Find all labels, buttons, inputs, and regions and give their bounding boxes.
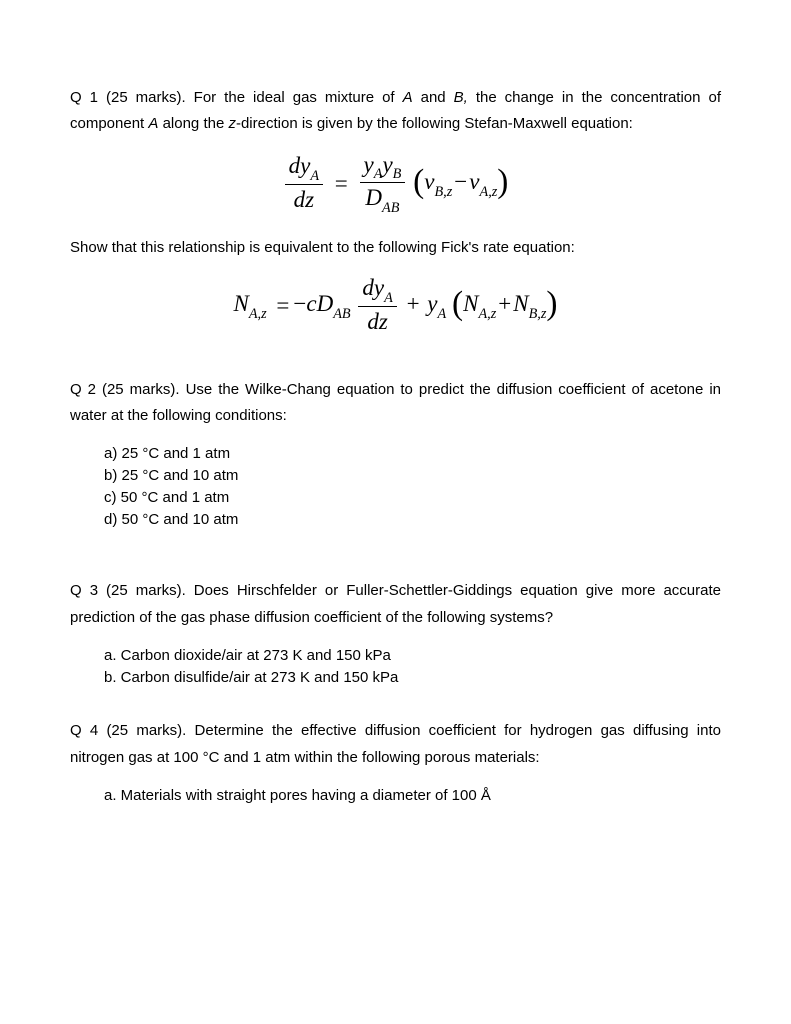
q1-mid-text: Show that this relationship is equivalen… bbox=[70, 235, 721, 261]
q3-intro: Q 3 (25 marks). Does Hirschfelder or Ful… bbox=[70, 578, 721, 631]
question-3: Q 3 (25 marks). Does Hirschfelder or Ful… bbox=[70, 578, 721, 688]
q1-equation-2: NA,z =−cDAB dyA dz + yA (NA,z+NB,z) bbox=[70, 275, 721, 337]
q4-list: a. Materials with straight pores having … bbox=[104, 785, 721, 807]
list-item: a. Carbon dioxide/air at 273 K and 150 k… bbox=[104, 645, 721, 667]
q1-intro: Q 1 (25 marks). For the ideal gas mixtur… bbox=[70, 85, 721, 138]
q1-equation-1: dyA dz = yAyB DAB (vB,z−vA,z) bbox=[70, 152, 721, 217]
q2-list: a) 25 °C and 1 atm b) 25 °C and 10 atm c… bbox=[104, 443, 721, 530]
question-4: Q 4 (25 marks). Determine the effective … bbox=[70, 718, 721, 806]
q4-intro: Q 4 (25 marks). Determine the effective … bbox=[70, 718, 721, 771]
list-item: b) 25 °C and 10 atm bbox=[104, 465, 721, 487]
list-item: a. Materials with straight pores having … bbox=[104, 785, 721, 807]
q2-intro: Q 2 (25 marks). Use the Wilke-Chang equa… bbox=[70, 377, 721, 430]
question-2: Q 2 (25 marks). Use the Wilke-Chang equa… bbox=[70, 377, 721, 531]
question-1: Q 1 (25 marks). For the ideal gas mixtur… bbox=[70, 85, 721, 337]
list-item: a) 25 °C and 1 atm bbox=[104, 443, 721, 465]
list-item: c) 50 °C and 1 atm bbox=[104, 487, 721, 509]
q3-list: a. Carbon dioxide/air at 273 K and 150 k… bbox=[104, 645, 721, 689]
list-item: b. Carbon disulfide/air at 273 K and 150… bbox=[104, 667, 721, 689]
list-item: d) 50 °C and 10 atm bbox=[104, 509, 721, 531]
